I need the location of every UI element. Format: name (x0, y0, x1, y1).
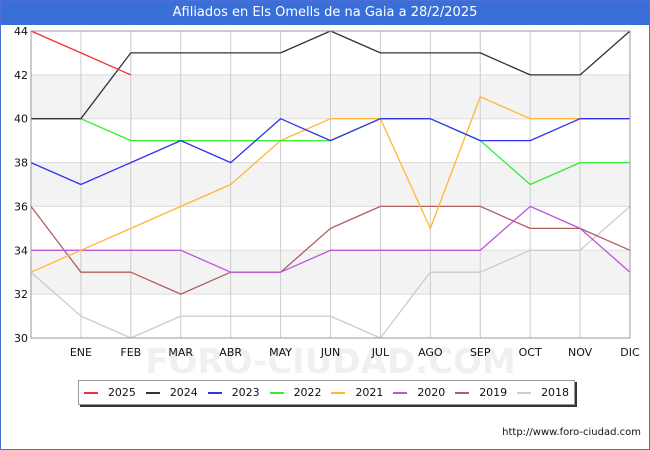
legend-item-2025: 2025 (83, 386, 136, 399)
legend-item-2019: 2019 (455, 386, 507, 399)
legend-swatch (455, 391, 470, 394)
legend-label: 2024 (169, 386, 198, 399)
watermark: FORO-CIUDAD.COM (145, 342, 516, 382)
x-tick-label: JUN (320, 346, 341, 359)
source-url: http://www.foro-ciudad.com (502, 427, 641, 438)
x-tick-label: SEP (470, 346, 491, 359)
legend-label: 2021 (355, 386, 384, 399)
x-tick-label: OCT (519, 346, 542, 359)
legend-label: 2020 (417, 386, 446, 399)
legend-label: 2025 (107, 386, 136, 399)
legend-swatch (331, 391, 346, 394)
legend-item-2020: 2020 (393, 386, 445, 399)
x-tick-label: DIC (620, 346, 640, 359)
series-line-2023 (30, 118, 630, 186)
legend-item-2024: 2024 (145, 386, 198, 399)
series-line-2020 (31, 205, 631, 273)
chart-legend: 2025 2024 2023 2022 2021 2020 2019 2018 (78, 380, 575, 405)
legend-label: 2023 (231, 386, 260, 399)
y-tick-label: 38 (14, 157, 28, 170)
legend-item-2021: 2021 (331, 386, 383, 399)
y-tick-label: 32 (14, 288, 28, 301)
x-tick-label: ABR (219, 346, 242, 359)
legend-swatch (207, 391, 222, 394)
x-tick-label: MAY (269, 346, 292, 359)
x-tick-label: FEB (120, 346, 141, 359)
plot-border (30, 30, 631, 339)
y-tick-label: 30 (14, 332, 28, 345)
y-tick-label: 42 (14, 69, 28, 82)
y-tick-label: 44 (14, 25, 28, 38)
legend-item-2022: 2022 (269, 386, 322, 399)
legend-swatch (393, 391, 408, 394)
series-line-2025 (30, 30, 132, 76)
x-tick-label: AGO (418, 346, 443, 359)
x-tick-label: ENE (70, 346, 92, 359)
legend-swatch (517, 391, 532, 394)
x-tick-label: JUL (371, 346, 390, 359)
legend-item-2023: 2023 (207, 386, 260, 399)
chart-title: Afiliados en Els Omells de na Gaia a 28/… (1, 1, 649, 25)
legend-label: 2019 (479, 386, 508, 399)
y-tick-label: 34 (14, 244, 28, 257)
y-tick-label: 40 (14, 113, 28, 126)
legend-swatch (269, 391, 284, 394)
x-tick-label: MAR (168, 346, 193, 359)
legend-label: 2022 (293, 386, 322, 399)
x-tick-label: NOV (568, 346, 593, 359)
legend-swatch (83, 391, 98, 394)
series-line-2021 (30, 96, 630, 273)
legend-item-2018: 2018 (517, 386, 569, 399)
series-line-2019 (30, 205, 631, 295)
legend-swatch (145, 391, 160, 394)
legend-label: 2018 (541, 386, 570, 399)
y-tick-label: 36 (14, 200, 28, 213)
